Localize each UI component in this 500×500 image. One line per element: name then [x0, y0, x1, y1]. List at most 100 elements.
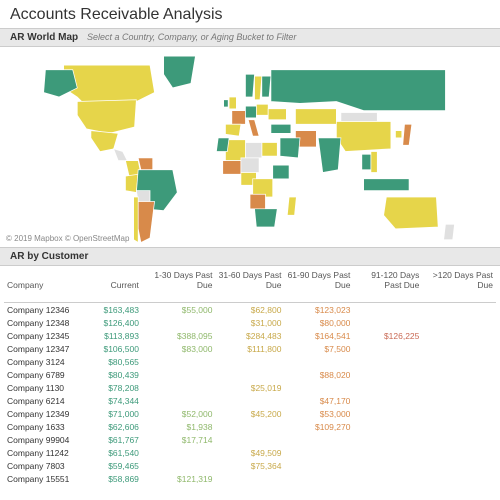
table-row[interactable]: Company 3124$80,565 [4, 355, 496, 368]
country-finland[interactable] [262, 76, 271, 97]
table-row[interactable]: Company 11242$61,540$49,509 [4, 446, 496, 459]
country-norway[interactable] [245, 74, 254, 97]
value-cell [284, 446, 353, 459]
map-attribution: © 2019 Mapbox © OpenStreetMap [6, 234, 129, 243]
table-header-row: CompanyCurrent1-30 Days Past Due31-60 Da… [4, 266, 496, 303]
country-madagascar[interactable] [287, 197, 296, 215]
value-cell: $121,319 [142, 472, 216, 485]
value-cell: $71,000 [82, 407, 142, 420]
company-cell: Company 6214 [4, 394, 82, 407]
table-row[interactable]: Company 6789$80,439$88,020 [4, 368, 496, 381]
table-section-header: AR by Customer [0, 247, 500, 266]
table-row[interactable]: Company 1633$62,606$1,938$109,270 [4, 420, 496, 433]
col-header[interactable]: Company [4, 266, 82, 303]
country-poland[interactable] [256, 104, 268, 115]
table-row[interactable]: Company 15551$58,869$121,319 [4, 472, 496, 485]
value-cell [215, 394, 284, 407]
table-row[interactable]: Company 7803$59,465$75,364 [4, 459, 496, 472]
value-cell: $88,020 [284, 368, 353, 381]
page-title: Accounts Receivable Analysis [0, 0, 500, 28]
col-header[interactable]: 61-90 Days Past Due [284, 266, 353, 303]
col-header[interactable]: Current [82, 266, 142, 303]
country-chile[interactable] [134, 197, 139, 242]
value-cell [284, 472, 353, 485]
country-australia[interactable] [384, 197, 439, 229]
value-cell [215, 368, 284, 381]
value-cell: $109,270 [284, 420, 353, 433]
table-row[interactable]: Company 1130$78,208$25,019 [4, 381, 496, 394]
value-cell: $80,000 [284, 316, 353, 329]
country-usa[interactable] [77, 100, 136, 134]
value-cell: $1,938 [142, 420, 216, 433]
country-kazakhstan[interactable] [295, 109, 336, 124]
value-cell [284, 459, 353, 472]
country-s-korea[interactable] [395, 131, 401, 138]
value-cell [422, 381, 496, 394]
country-egypt[interactable] [262, 142, 277, 156]
country-s-africa[interactable] [255, 209, 278, 227]
company-cell: Company 12345 [4, 329, 82, 342]
company-cell: Company 11242 [4, 446, 82, 459]
table-row[interactable]: Company 99904$61,767$17,714 [4, 433, 496, 446]
table-row[interactable]: Company 12348$126,400$31,000$80,000 [4, 316, 496, 329]
value-cell [422, 407, 496, 420]
value-cell [422, 342, 496, 355]
table-row[interactable]: Company 12349$71,000$52,000$45,200$53,00… [4, 407, 496, 420]
country-china[interactable] [336, 122, 391, 152]
country-angola[interactable] [250, 194, 265, 209]
country-vietnam[interactable] [371, 152, 377, 173]
value-cell [353, 433, 422, 446]
table-row[interactable]: Company 6214$74,344$47,170 [4, 394, 496, 407]
country-mali[interactable] [223, 161, 241, 175]
value-cell: $45,200 [215, 407, 284, 420]
value-cell: $106,500 [82, 342, 142, 355]
value-cell [284, 433, 353, 446]
value-cell: $83,000 [142, 342, 216, 355]
country-ireland[interactable] [224, 100, 229, 107]
world-map-svg[interactable] [0, 47, 500, 247]
country-thailand[interactable] [362, 154, 371, 169]
table-section-title: AR by Customer [10, 251, 88, 262]
value-cell: $111,800 [215, 342, 284, 355]
value-cell [215, 472, 284, 485]
country-spain[interactable] [225, 124, 240, 136]
col-header[interactable]: 91-120 Days Past Due [353, 266, 422, 303]
country-libya[interactable] [245, 142, 261, 157]
table-row[interactable]: Company 12345$113,893$388,095$284,483$16… [4, 329, 496, 342]
country-ethiopia[interactable] [273, 165, 289, 179]
world-map[interactable]: © 2019 Mapbox © OpenStreetMap [0, 47, 500, 247]
value-cell [142, 394, 216, 407]
country-niger[interactable] [241, 158, 259, 173]
company-cell: Company 12348 [4, 316, 82, 329]
value-cell: $31,000 [215, 316, 284, 329]
ar-table-wrap: CompanyCurrent1-30 Days Past Due31-60 Da… [0, 266, 500, 485]
table-row[interactable]: Company 12346$163,483$55,000$62,800$123,… [4, 303, 496, 317]
company-cell: Company 99904 [4, 433, 82, 446]
value-cell [353, 303, 422, 317]
country-saudi[interactable] [280, 138, 300, 158]
country-turkey[interactable] [271, 124, 291, 133]
value-cell [142, 381, 216, 394]
country-mongolia[interactable] [341, 112, 377, 121]
map-section-subtitle: Select a Country, Company, or Aging Buck… [87, 32, 296, 42]
country-indonesia[interactable] [364, 179, 409, 191]
country-france[interactable] [232, 111, 246, 125]
value-cell: $80,565 [82, 355, 142, 368]
country-ukraine[interactable] [268, 109, 286, 120]
col-header[interactable]: >120 Days Past Due [422, 266, 496, 303]
col-header[interactable]: 1-30 Days Past Due [142, 266, 216, 303]
value-cell [422, 433, 496, 446]
value-cell: $25,019 [215, 381, 284, 394]
country-germany[interactable] [245, 106, 256, 118]
table-row[interactable]: Company 12347$106,500$83,000$111,800$7,5… [4, 342, 496, 355]
country-uk[interactable] [229, 97, 236, 109]
value-cell: $7,500 [284, 342, 353, 355]
value-cell [422, 459, 496, 472]
country-nz[interactable] [444, 224, 455, 239]
country-morocco[interactable] [216, 138, 229, 152]
value-cell [353, 342, 422, 355]
value-cell [353, 381, 422, 394]
col-header[interactable]: 31-60 Days Past Due [215, 266, 284, 303]
country-venezuela[interactable] [138, 158, 153, 170]
ar-table: CompanyCurrent1-30 Days Past Due31-60 Da… [4, 266, 496, 485]
